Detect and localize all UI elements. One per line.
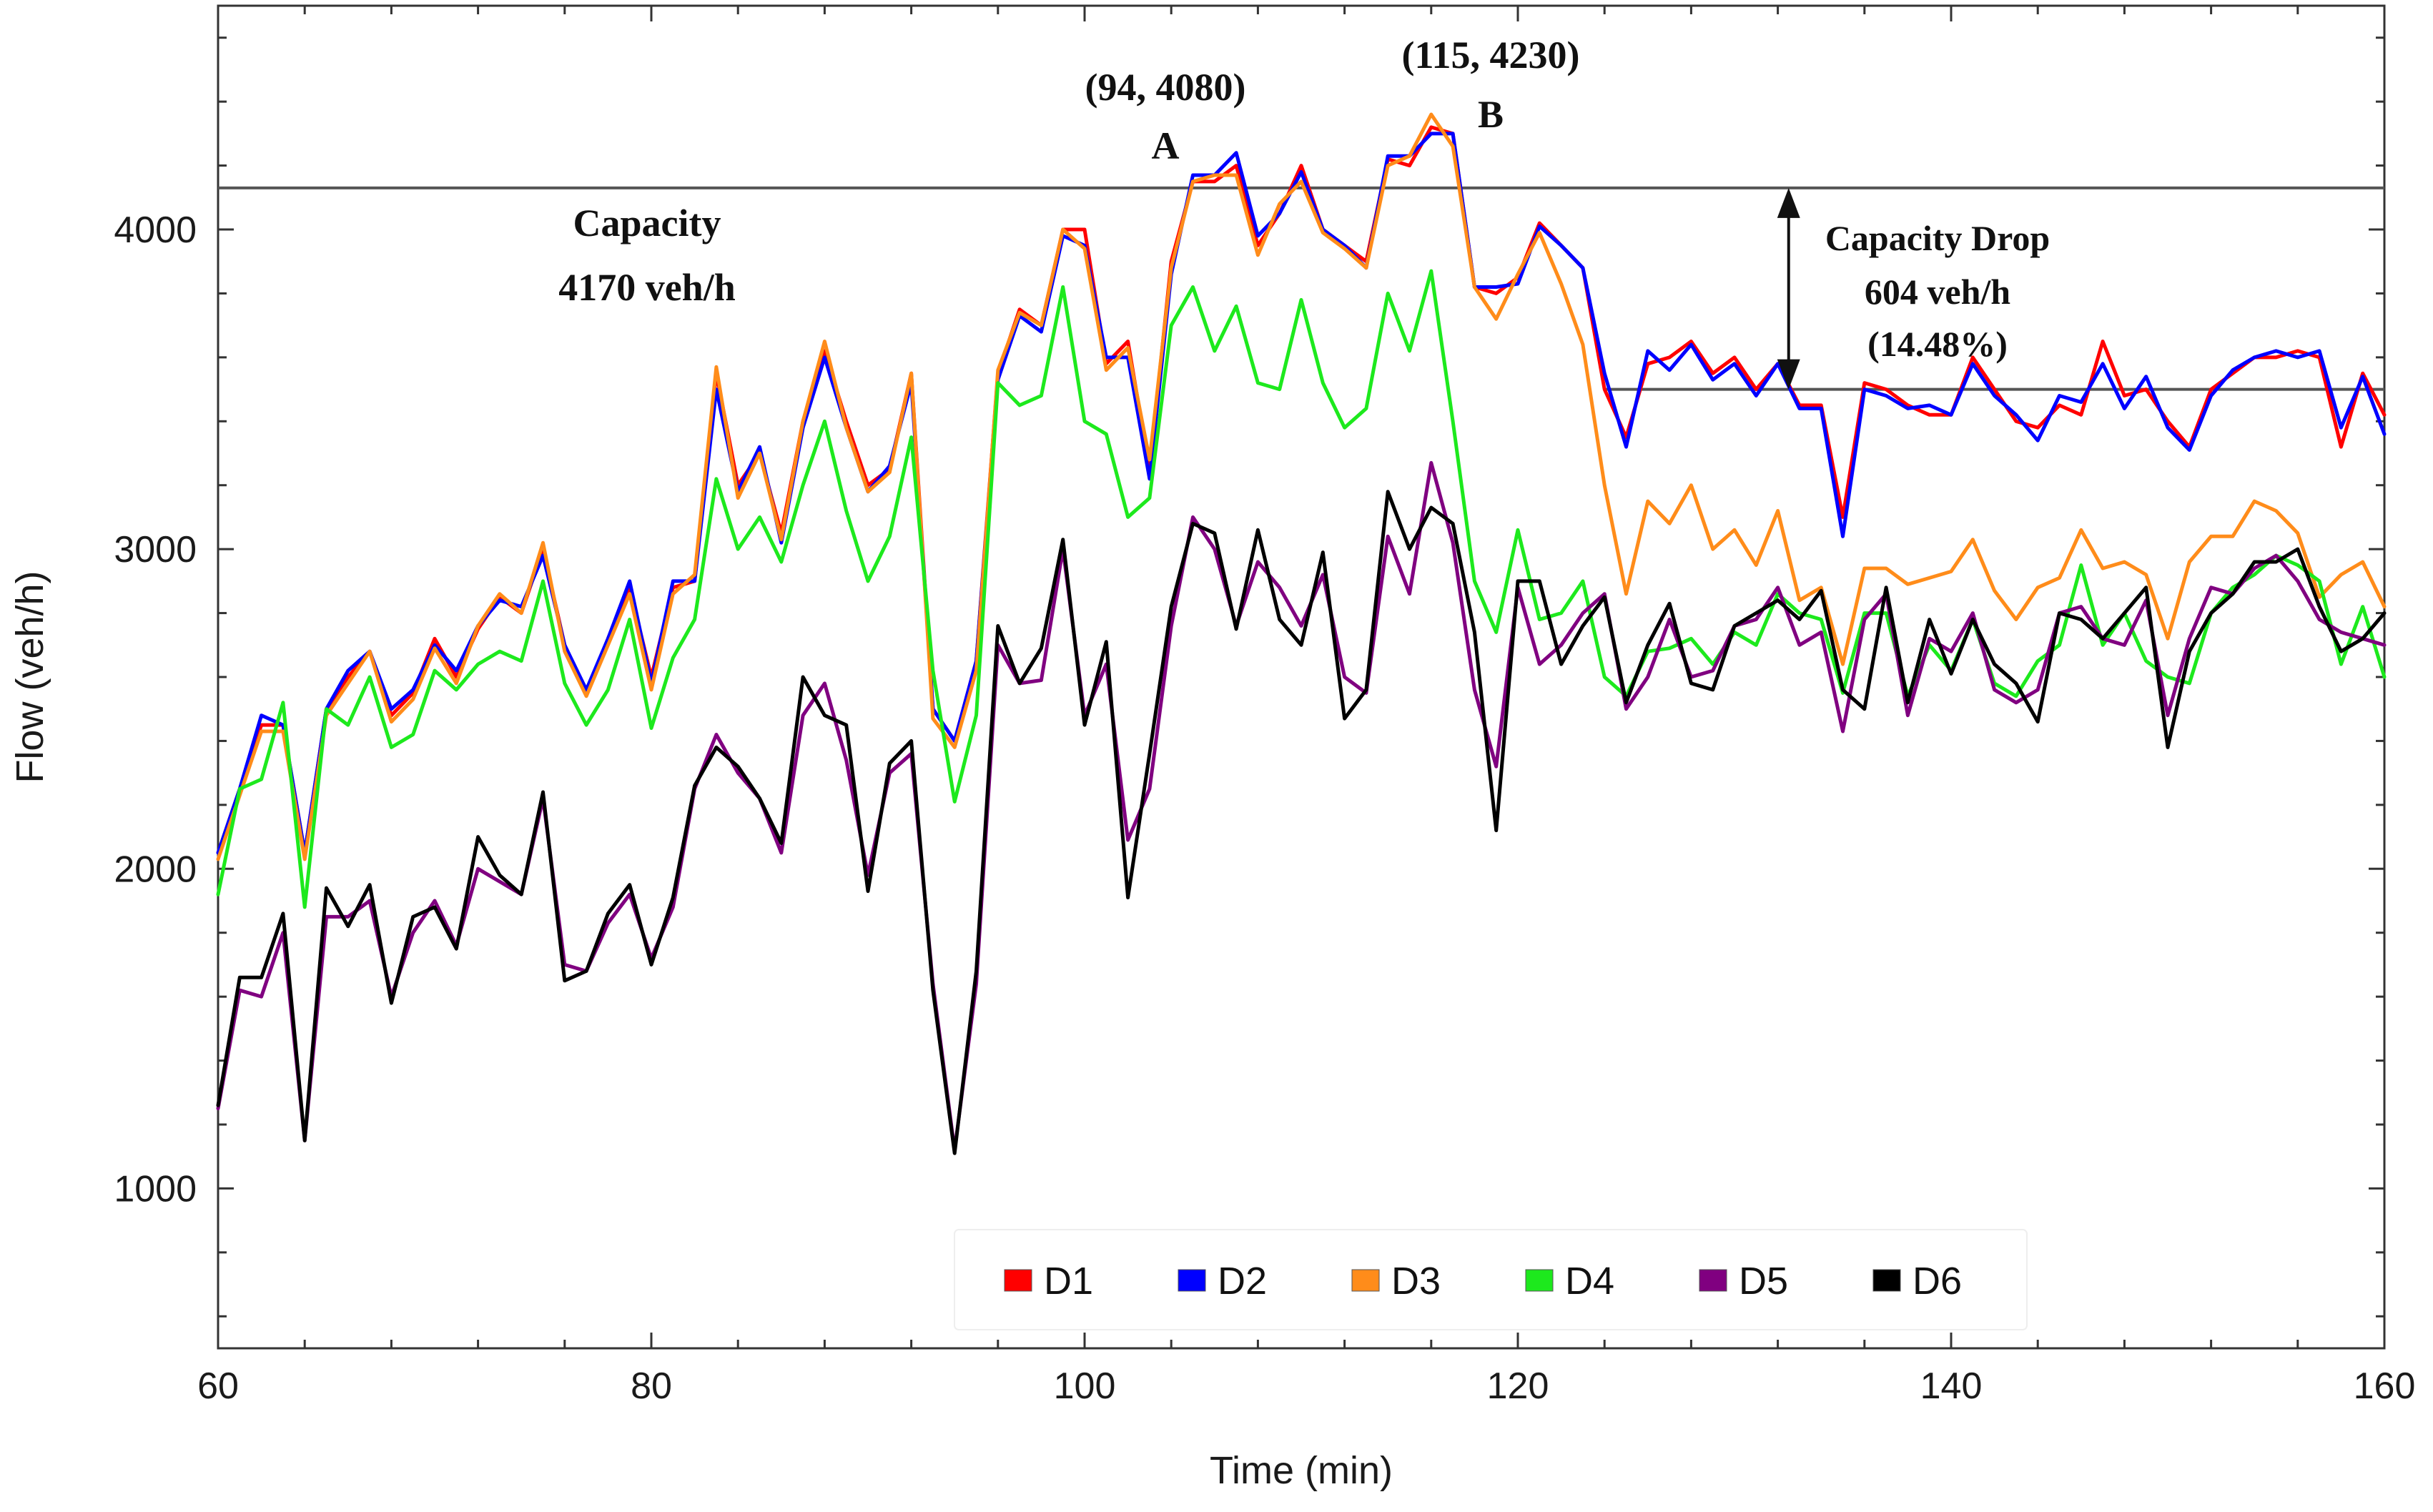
legend-swatch-d6 [1872,1269,1901,1292]
legend-swatch-d1 [1004,1269,1032,1292]
x-tick-label: 60 [197,1365,239,1407]
capacity-label: Capacity [573,202,721,244]
legend-swatch-d4 [1525,1269,1554,1292]
y-tick-label: 1000 [114,1168,197,1210]
legend-label-d3: D3 [1391,1260,1441,1303]
legend-label-d5: D5 [1739,1260,1788,1303]
y-tick-label: 3000 [114,529,197,570]
x-tick-label: 120 [1487,1365,1549,1407]
capacity-drop-arrow [1777,187,1800,390]
x-tick-label: 100 [1054,1365,1116,1407]
x-tick-label: 140 [1920,1365,1983,1407]
legend-swatch-d5 [1699,1269,1727,1292]
legend-swatch-d2 [1178,1269,1206,1292]
capacity-drop-percent: (14.48%) [1867,324,2008,364]
series-line-d6 [216,490,2387,1155]
capacity-drop-label: Capacity Drop [1825,218,2050,258]
legend-label-d1: D1 [1044,1260,1093,1303]
axis-tick-labels: 60 80 100 120 140 160 1000 2000 3000 4000 [114,209,2415,1407]
legend-box [954,1229,2028,1330]
point-b-coords: (115, 4230) [1402,34,1580,76]
x-tick-label: 160 [2354,1365,2416,1407]
series-line-d3 [216,112,2387,861]
point-a-label: A [1152,124,1180,167]
series-lines [216,112,2387,1155]
y-axis-title: Flow (veh/h) [9,570,51,783]
capacity-value: 4170 veh/h [558,266,736,309]
legend-label-d4: D4 [1565,1260,1614,1303]
x-tick-label: 80 [631,1365,672,1407]
x-axis-title: Time (min) [1210,1449,1393,1492]
point-a-coords: (94, 4080) [1085,66,1246,109]
axis-ticks [217,6,2386,1348]
series-line-d2 [216,132,2387,855]
arrow-head-down [1777,359,1800,390]
series-line-d4 [216,269,2387,909]
legend-swatch-d3 [1351,1269,1380,1292]
y-tick-label: 2000 [114,849,197,890]
y-tick-label: 4000 [114,209,197,251]
arrow-head-up [1777,187,1800,218]
plot-frame [217,4,2386,1350]
capacity-drop-value: 604 veh/h [1865,272,2010,312]
legend-label-d6: D6 [1913,1260,1962,1303]
point-b-label: B [1478,93,1504,136]
legend: D1 D2 D3 D4 D5 D6 [954,1229,2028,1330]
legend-label-d2: D2 [1218,1260,1267,1303]
